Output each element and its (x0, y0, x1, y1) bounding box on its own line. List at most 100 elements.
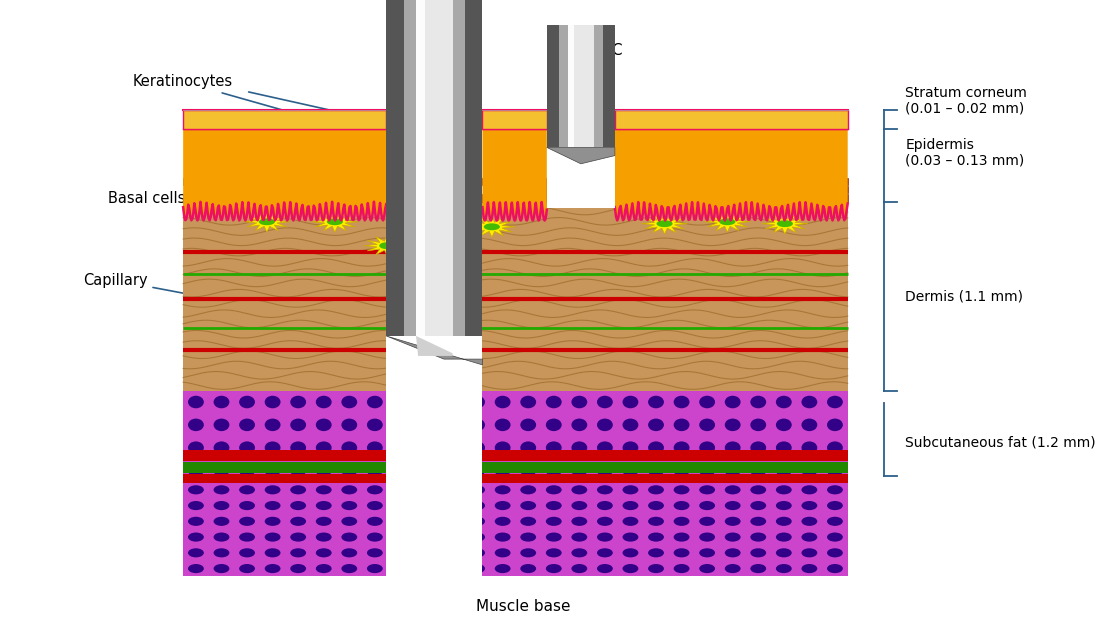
Ellipse shape (290, 418, 306, 431)
Ellipse shape (776, 501, 792, 510)
Ellipse shape (342, 532, 357, 542)
Ellipse shape (264, 548, 280, 558)
Bar (252, 178, 273, 185)
Bar (707, 178, 728, 185)
Bar (403, 0, 465, 336)
Ellipse shape (802, 548, 818, 558)
Bar (799, 178, 820, 185)
Ellipse shape (316, 485, 332, 495)
Ellipse shape (342, 564, 357, 573)
Ellipse shape (597, 418, 613, 431)
Ellipse shape (571, 396, 587, 408)
Bar (615, 195, 636, 202)
Ellipse shape (444, 464, 459, 477)
Ellipse shape (571, 532, 587, 542)
Ellipse shape (827, 396, 843, 408)
Bar (615, 110, 848, 129)
Ellipse shape (545, 442, 562, 454)
Ellipse shape (214, 485, 230, 495)
Ellipse shape (673, 418, 690, 431)
Ellipse shape (240, 464, 255, 477)
Ellipse shape (469, 396, 485, 408)
Ellipse shape (571, 418, 587, 431)
Ellipse shape (725, 464, 740, 477)
Ellipse shape (392, 517, 409, 526)
Ellipse shape (802, 442, 818, 454)
Ellipse shape (367, 564, 383, 573)
Ellipse shape (776, 442, 792, 454)
Bar (718, 186, 739, 193)
Ellipse shape (521, 532, 536, 542)
Ellipse shape (648, 501, 664, 510)
Ellipse shape (673, 517, 690, 526)
Ellipse shape (316, 418, 332, 431)
Ellipse shape (444, 517, 459, 526)
Bar (672, 186, 693, 193)
Bar (184, 482, 848, 576)
Ellipse shape (327, 219, 343, 225)
Ellipse shape (571, 485, 587, 495)
Bar (638, 195, 659, 202)
Ellipse shape (290, 501, 306, 510)
Ellipse shape (214, 564, 230, 573)
Ellipse shape (392, 532, 409, 542)
Ellipse shape (214, 464, 230, 477)
Ellipse shape (776, 517, 792, 526)
Ellipse shape (827, 501, 843, 510)
Bar (195, 186, 216, 193)
Ellipse shape (214, 501, 230, 510)
Ellipse shape (240, 442, 255, 454)
Bar (765, 186, 785, 193)
Bar (287, 186, 308, 193)
Ellipse shape (750, 564, 766, 573)
Ellipse shape (699, 532, 715, 542)
Ellipse shape (290, 564, 306, 573)
Bar (799, 195, 820, 202)
Ellipse shape (673, 532, 690, 542)
Polygon shape (547, 147, 615, 164)
Ellipse shape (725, 396, 740, 408)
Ellipse shape (342, 501, 357, 510)
Ellipse shape (484, 224, 500, 230)
Ellipse shape (623, 532, 638, 542)
Bar (483, 110, 547, 129)
Bar (276, 178, 296, 185)
Bar (298, 178, 319, 185)
Bar (776, 178, 797, 185)
Polygon shape (704, 212, 750, 232)
Ellipse shape (725, 564, 740, 573)
Bar (206, 195, 227, 202)
Ellipse shape (444, 532, 459, 542)
Ellipse shape (699, 485, 715, 495)
Ellipse shape (342, 548, 357, 558)
Bar (626, 186, 647, 193)
Ellipse shape (469, 548, 485, 558)
Ellipse shape (316, 532, 332, 542)
Ellipse shape (597, 501, 613, 510)
Ellipse shape (597, 548, 613, 558)
Bar (822, 178, 843, 185)
Ellipse shape (264, 396, 280, 408)
Bar (206, 178, 227, 185)
Ellipse shape (802, 396, 818, 408)
Ellipse shape (188, 442, 204, 454)
Ellipse shape (699, 418, 715, 431)
Ellipse shape (521, 464, 536, 477)
Ellipse shape (571, 501, 587, 510)
Ellipse shape (392, 564, 409, 573)
Ellipse shape (571, 442, 587, 454)
Bar (684, 178, 704, 185)
Ellipse shape (719, 219, 736, 225)
Text: Stratum corneum
(0.01 – 0.02 mm): Stratum corneum (0.01 – 0.02 mm) (905, 86, 1027, 116)
Ellipse shape (342, 517, 357, 526)
Ellipse shape (776, 464, 792, 477)
Ellipse shape (342, 485, 357, 495)
Bar (741, 186, 763, 193)
Ellipse shape (699, 517, 715, 526)
Ellipse shape (418, 396, 433, 408)
Ellipse shape (802, 564, 818, 573)
Bar (386, 0, 403, 336)
Bar (367, 195, 386, 202)
Bar (252, 195, 273, 202)
Bar (321, 178, 343, 185)
